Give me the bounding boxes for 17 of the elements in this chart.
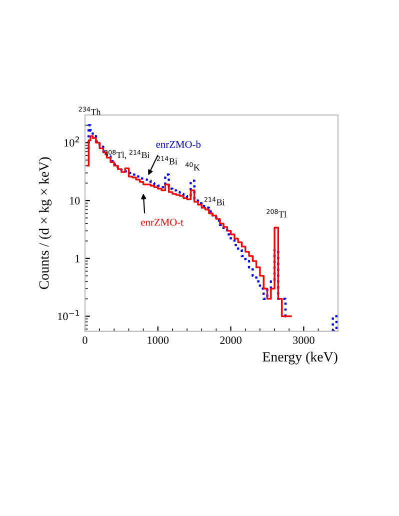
annotation: $^{214}$Bi — [157, 156, 178, 164]
y-tick-label: 10 — [70, 197, 80, 204]
y-tick-label: 1 — [76, 254, 80, 262]
annotation: $^{208}$Tl — [266, 209, 286, 218]
x-tick-label: 3000 — [293, 336, 314, 344]
annotation: $^{214}$Bi — [204, 197, 225, 206]
text: enrZMO-b — [156, 140, 201, 148]
x-tick-label: 1000 — [148, 336, 169, 344]
y-tick-label: 10$^{2}$ — [64, 136, 79, 147]
annotation: $^{40}$K — [185, 162, 200, 170]
x-tick-label: 0 — [82, 336, 88, 344]
x-tick-label: 2000 — [220, 336, 242, 344]
series-label: enrZMO-t — [141, 218, 184, 226]
annotation: $^{234}$Th — [78, 106, 101, 115]
x-axis-title: Energy (keV) — [262, 352, 338, 364]
y-tick-label: 10$^{−1}$ — [58, 310, 80, 320]
y-axis-title: Counts / (d × kg × keV) — [38, 157, 52, 290]
